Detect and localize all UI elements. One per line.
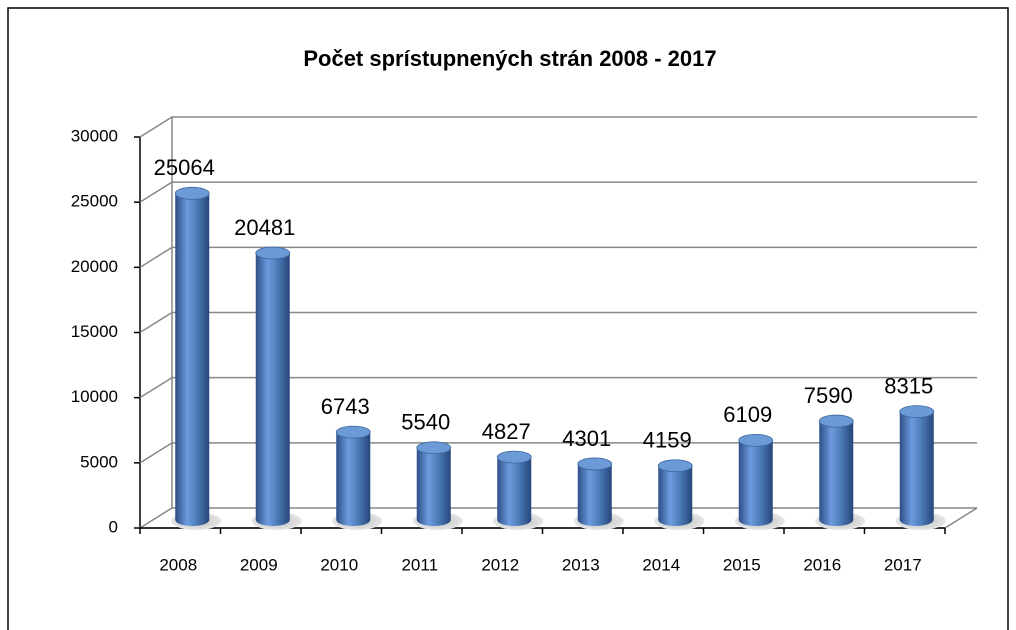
x-tick-label: 2017 xyxy=(884,555,922,574)
bar xyxy=(899,405,935,526)
x-tick-label: 2013 xyxy=(562,555,600,574)
bar xyxy=(416,441,452,526)
bar-body xyxy=(658,465,693,526)
x-tick-label: 2012 xyxy=(481,555,519,574)
bar-body xyxy=(175,193,210,527)
y-tick-label: 25000 xyxy=(71,192,118,211)
value-label: 4159 xyxy=(643,428,692,453)
y-tick-label: 15000 xyxy=(71,322,118,341)
x-tick-label: 2014 xyxy=(642,555,680,574)
bar-body xyxy=(738,440,773,526)
bar-top xyxy=(335,425,371,439)
grid-line xyxy=(139,181,977,203)
bar-body xyxy=(416,447,451,526)
value-label: 7590 xyxy=(804,383,853,408)
value-label: 4301 xyxy=(562,426,611,451)
x-tick-label: 2016 xyxy=(803,555,841,574)
bar xyxy=(335,425,371,526)
bar-top xyxy=(577,457,613,471)
bar xyxy=(738,433,774,526)
value-label: 6743 xyxy=(321,394,370,419)
grid-line xyxy=(139,116,977,138)
bar-top xyxy=(496,450,532,464)
value-label: 25064 xyxy=(154,155,215,180)
x-tick-label: 2011 xyxy=(401,555,438,574)
y-tick-label: 5000 xyxy=(80,452,118,471)
bar xyxy=(818,414,854,526)
bar xyxy=(174,186,210,527)
y-tick-label: 10000 xyxy=(71,387,118,406)
bar-top xyxy=(818,414,854,428)
bar-body xyxy=(255,253,290,526)
chart-title: Počet sprístupnených strán 2008 - 2017 xyxy=(303,46,716,71)
bar-top xyxy=(738,433,774,447)
bar-top xyxy=(255,246,291,260)
y-tick-label: 30000 xyxy=(71,126,118,145)
y-tick-label: 0 xyxy=(109,517,118,536)
bar-body xyxy=(577,463,612,526)
bar xyxy=(577,457,613,526)
grid-line xyxy=(139,376,977,399)
bar xyxy=(496,450,532,526)
bar-top xyxy=(174,186,210,200)
chart-border xyxy=(7,7,1009,630)
value-label: 5540 xyxy=(401,410,450,435)
bar xyxy=(255,246,291,526)
value-label: 8315 xyxy=(884,373,933,398)
bar-top xyxy=(899,405,935,419)
bar-body xyxy=(336,432,371,526)
value-label: 20481 xyxy=(234,215,295,240)
bar-body xyxy=(899,411,934,526)
bar-top xyxy=(657,459,693,473)
bar-top xyxy=(416,441,452,455)
value-label: 6109 xyxy=(723,402,772,427)
x-tick-label: 2008 xyxy=(159,555,197,574)
x-tick-label: 2015 xyxy=(723,555,761,574)
x-tick-label: 2010 xyxy=(320,555,358,574)
bar-body xyxy=(497,457,532,526)
bar-body xyxy=(819,421,854,526)
grid-line xyxy=(139,246,977,268)
grid-line xyxy=(139,442,977,464)
y-tick-label: 20000 xyxy=(71,257,118,276)
x-tick-label: 2009 xyxy=(240,555,278,574)
value-label: 4827 xyxy=(482,419,531,444)
grid-line xyxy=(139,507,977,529)
grid-line xyxy=(139,311,977,334)
bar xyxy=(657,459,693,526)
